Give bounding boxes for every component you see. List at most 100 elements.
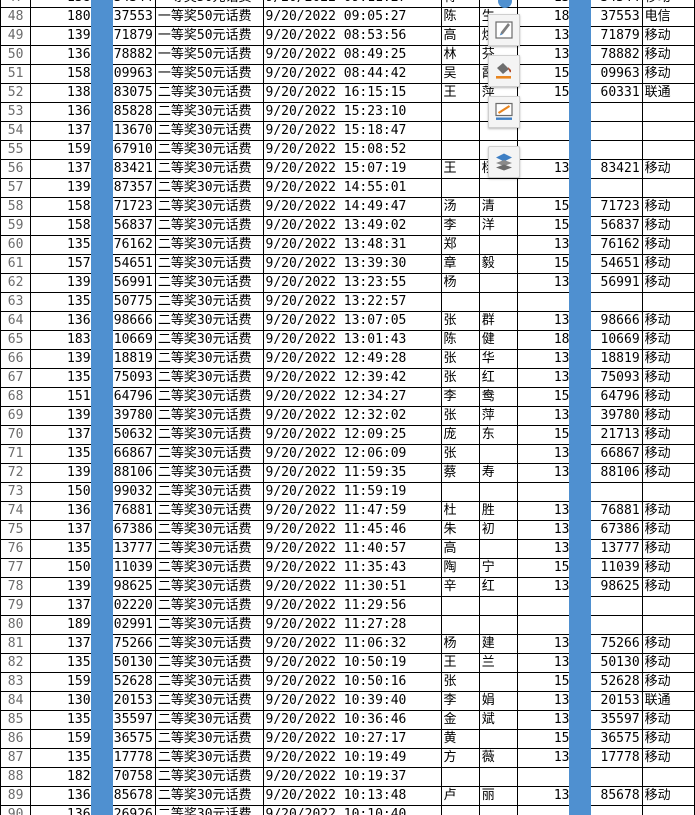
cell-d[interactable]: 9/20/2022 16:15:15 — [262, 83, 442, 103]
cell-h[interactable]: 18819 — [579, 349, 643, 369]
cell-a[interactable]: 158 — [30, 197, 94, 217]
cell-g[interactable]: 137 — [516, 634, 581, 654]
cell-b[interactable]: 67910 — [92, 140, 156, 160]
cell-a[interactable]: 135 — [30, 444, 94, 464]
cell-a[interactable]: 135 — [30, 368, 94, 388]
cell-b[interactable]: 83421 — [92, 159, 156, 179]
cell-d[interactable]: 9/20/2022 13:39:30 — [262, 254, 442, 274]
cell-d[interactable]: 9/20/2022 10:13:48 — [262, 786, 442, 806]
cell-c[interactable]: 二等奖30元话费 — [154, 634, 264, 654]
row-header[interactable]: 68 — [0, 387, 32, 407]
cell-c[interactable]: 二等奖30元话费 — [154, 406, 264, 426]
cell-b[interactable]: 13777 — [92, 539, 156, 559]
cell-c[interactable]: 二等奖30元话费 — [154, 330, 264, 350]
cell-b[interactable]: 75266 — [92, 634, 156, 654]
cell-e[interactable]: 朱 — [440, 520, 480, 540]
cell-d[interactable]: 9/20/2022 15:18:47 — [262, 121, 442, 141]
cell-e[interactable] — [440, 292, 480, 312]
cell-e[interactable]: 郑 — [440, 235, 480, 255]
cell-d[interactable]: 9/20/2022 12:39:42 — [262, 368, 442, 388]
cell-g[interactable]: 135 — [516, 368, 581, 388]
cell-d[interactable]: 9/20/2022 13:48:31 — [262, 235, 442, 255]
cell-e[interactable]: 方 — [440, 748, 480, 768]
cell-g[interactable] — [516, 596, 581, 616]
row-header[interactable]: 56 — [0, 159, 32, 179]
table-row[interactable]: 80 189 02991 二等奖30元话费 9/20/2022 11:27:28 — [0, 615, 695, 635]
cell-f[interactable] — [478, 292, 518, 312]
cell-a[interactable]: 137 — [30, 159, 94, 179]
cell-i[interactable]: 移动 — [641, 501, 695, 521]
cell-g[interactable]: 158 — [516, 425, 581, 445]
cell-f[interactable] — [478, 729, 518, 749]
cell-b[interactable]: 88106 — [92, 463, 156, 483]
cell-g[interactable] — [516, 140, 581, 160]
cell-b[interactable]: 71879 — [92, 26, 156, 46]
cell-g[interactable]: 155 — [516, 83, 581, 103]
row-header[interactable]: 57 — [0, 178, 32, 198]
cell-a[interactable]: 136 — [30, 805, 94, 815]
cell-e[interactable] — [440, 121, 480, 141]
cell-c[interactable]: 二等奖30元话费 — [154, 102, 264, 122]
cell-e[interactable]: 张 — [440, 311, 480, 331]
cell-d[interactable]: 9/20/2022 11:06:32 — [262, 634, 442, 654]
cell-i[interactable]: 移动 — [641, 710, 695, 730]
cell-i[interactable]: 移动 — [641, 0, 695, 8]
cell-h[interactable]: 85678 — [579, 786, 643, 806]
cell-e[interactable]: 张 — [440, 406, 480, 426]
cell-d[interactable]: 9/20/2022 08:53:56 — [262, 26, 442, 46]
cell-e[interactable]: 金 — [440, 710, 480, 730]
row-header[interactable]: 61 — [0, 254, 32, 274]
cell-d[interactable]: 9/20/2022 11:59:35 — [262, 463, 442, 483]
cell-h[interactable]: 78882 — [579, 45, 643, 65]
table-row[interactable]: 52 138 83075 二等奖30元话费 9/20/2022 16:15:15 王萍 15… — [0, 83, 695, 103]
cell-c[interactable]: 二等奖30元话费 — [154, 653, 264, 673]
row-header[interactable]: 89 — [0, 786, 32, 806]
cell-a[interactable]: 136 — [30, 311, 94, 331]
cell-e[interactable]: 庞 — [440, 425, 480, 445]
cell-b[interactable]: 56991 — [92, 273, 156, 293]
table-row[interactable]: 89 136 85678 二等奖30元话费 9/20/2022 10:13:48 卢丽 13… — [0, 786, 695, 806]
row-header[interactable]: 71 — [0, 444, 32, 464]
cell-h[interactable] — [579, 482, 643, 502]
cell-c[interactable]: 二等奖30元话费 — [154, 159, 264, 179]
row-header[interactable]: 55 — [0, 140, 32, 160]
cell-i[interactable]: 移动 — [641, 368, 695, 388]
cell-f[interactable] — [478, 444, 518, 464]
cell-g[interactable]: 159 — [516, 729, 581, 749]
row-header[interactable]: 75 — [0, 520, 32, 540]
cell-f[interactable]: 初 — [478, 520, 518, 540]
row-header[interactable]: 84 — [0, 691, 32, 711]
cell-h[interactable]: 60331 — [579, 83, 643, 103]
table-row[interactable]: 72 139 88106 二等奖30元话费 9/20/2022 11:59:35 蔡寿 13… — [0, 463, 695, 483]
cell-i[interactable]: 移动 — [641, 539, 695, 559]
cell-g[interactable]: 158 — [516, 64, 581, 84]
cell-e[interactable]: 王 — [440, 653, 480, 673]
cell-e[interactable] — [440, 482, 480, 502]
row-header[interactable]: 88 — [0, 767, 32, 787]
row-header[interactable]: 69 — [0, 406, 32, 426]
cell-h[interactable] — [579, 596, 643, 616]
cell-h[interactable]: 37553 — [579, 7, 643, 27]
cell-i[interactable]: 移动 — [641, 159, 695, 179]
row-header[interactable]: 67 — [0, 368, 32, 388]
cell-d[interactable]: 9/20/2022 15:07:19 — [262, 159, 442, 179]
cell-f[interactable]: 华 — [478, 349, 518, 369]
row-header[interactable]: 81 — [0, 634, 32, 654]
floating-drawing-toolbar[interactable] — [487, 0, 521, 178]
cell-a[interactable]: 136 — [30, 786, 94, 806]
row-header[interactable]: 72 — [0, 463, 32, 483]
cell-c[interactable]: 二等奖30元话费 — [154, 178, 264, 198]
cell-i[interactable]: 移动 — [641, 520, 695, 540]
row-header[interactable]: 83 — [0, 672, 32, 692]
cell-a[interactable]: 135 — [30, 748, 94, 768]
cell-g[interactable]: 183 — [516, 330, 581, 350]
cell-f[interactable]: 东 — [478, 425, 518, 445]
cell-i[interactable]: 移动 — [641, 672, 695, 692]
cell-e[interactable]: 林 — [440, 45, 480, 65]
cell-h[interactable] — [579, 615, 643, 635]
cell-h[interactable]: 71723 — [579, 197, 643, 217]
cell-g[interactable]: 135 — [516, 444, 581, 464]
cell-b[interactable]: 35597 — [92, 710, 156, 730]
cell-f[interactable]: 建 — [478, 634, 518, 654]
